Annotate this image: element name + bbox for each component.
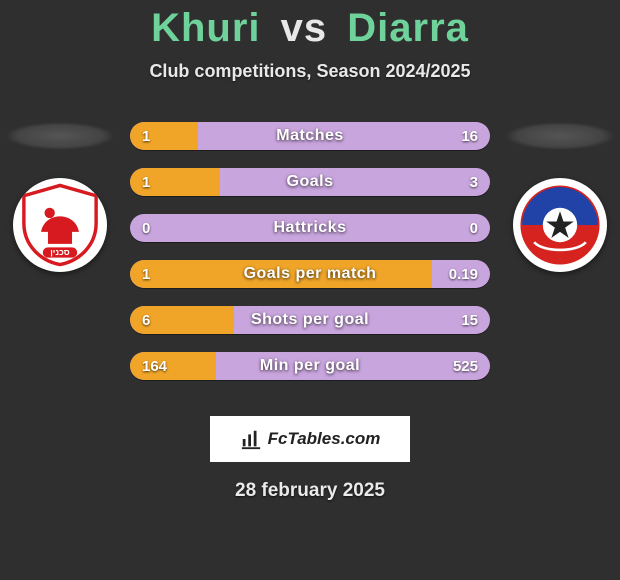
shadow-ellipse-icon [505, 122, 615, 150]
stat-row: 13Goals [130, 168, 490, 196]
club-crest-right-icon [517, 182, 603, 268]
club-badge-left: סכנין [13, 178, 107, 272]
page-title: Khuri vs Diarra [0, 0, 620, 51]
stat-label: Hattricks [130, 214, 490, 242]
right-badge-column [500, 122, 620, 272]
stat-label: Shots per goal [130, 306, 490, 334]
content-area: סכנין 116Matches 13Goals 00Hattricks 10.19G… [0, 122, 620, 402]
brand-box: FcTables.com [210, 416, 410, 462]
stat-label: Goals [130, 168, 490, 196]
stat-label: Min per goal [130, 352, 490, 380]
stat-row: 164525Min per goal [130, 352, 490, 380]
root: Khuri vs Diarra Club competitions, Seaso… [0, 0, 620, 580]
club-crest-left-icon: סכנין [17, 182, 103, 268]
title-player2: Diarra [347, 6, 469, 50]
stat-row: 615Shots per goal [130, 306, 490, 334]
stats-bars: 116Matches 13Goals 00Hattricks 10.19Goals p… [130, 122, 490, 398]
left-badge-column: סכנין [0, 122, 120, 272]
stat-row: 116Matches [130, 122, 490, 150]
brand-text: FcTables.com [268, 429, 381, 449]
title-vs: vs [281, 6, 328, 50]
stat-label: Goals per match [130, 260, 490, 288]
stat-row: 00Hattricks [130, 214, 490, 242]
title-player1: Khuri [151, 6, 260, 50]
stat-row: 10.19Goals per match [130, 260, 490, 288]
stat-label: Matches [130, 122, 490, 150]
shadow-ellipse-icon [5, 122, 115, 150]
svg-text:סכנין: סכנין [50, 247, 70, 257]
subtitle: Club competitions, Season 2024/2025 [0, 61, 620, 82]
date-line: 28 february 2025 [0, 480, 620, 502]
club-badge-right [513, 178, 607, 272]
chart-icon [240, 428, 262, 450]
